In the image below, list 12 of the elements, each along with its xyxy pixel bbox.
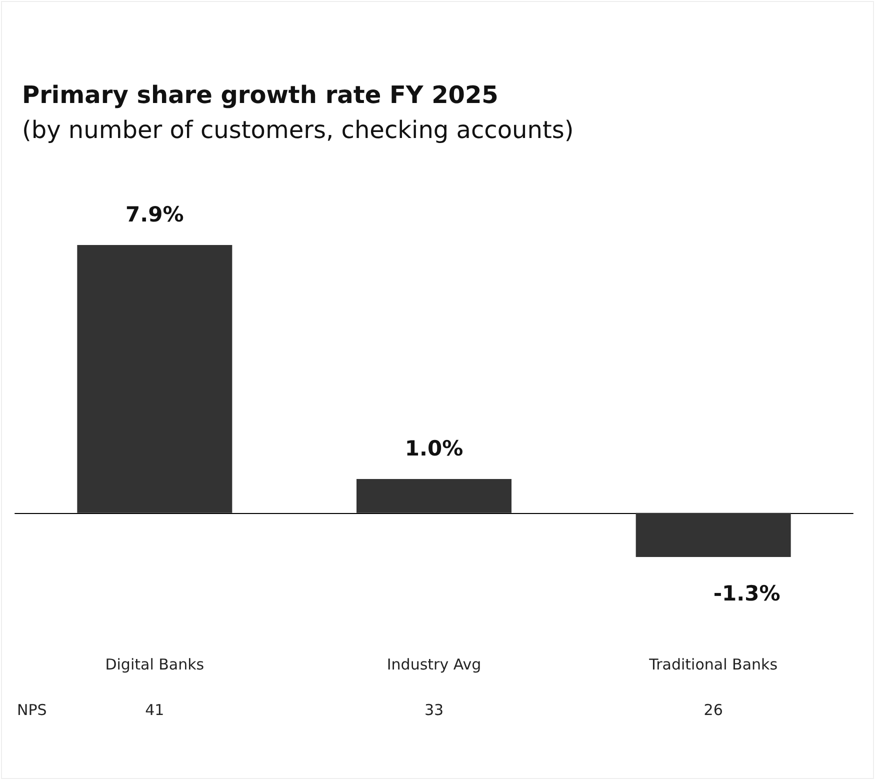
text: 33 — [424, 701, 444, 719]
data-label: 1.0% — [404, 436, 464, 460]
text: NPS — [17, 701, 47, 719]
data-label: 7.9% — [126, 202, 184, 226]
text: 41 — [145, 701, 164, 719]
x-tick-label: Digital Banks — [105, 656, 204, 674]
chart-title: Primary share growth rate FY 2025 — [22, 81, 498, 109]
x-tick-label: Traditional Banks — [648, 656, 778, 674]
data-label: -1.3% — [713, 582, 780, 606]
chart-subtitle: (by number of customers, checking accounts) — [22, 116, 574, 144]
x-tick-label: Industry Avg — [386, 656, 482, 674]
text: 26 — [704, 701, 723, 719]
